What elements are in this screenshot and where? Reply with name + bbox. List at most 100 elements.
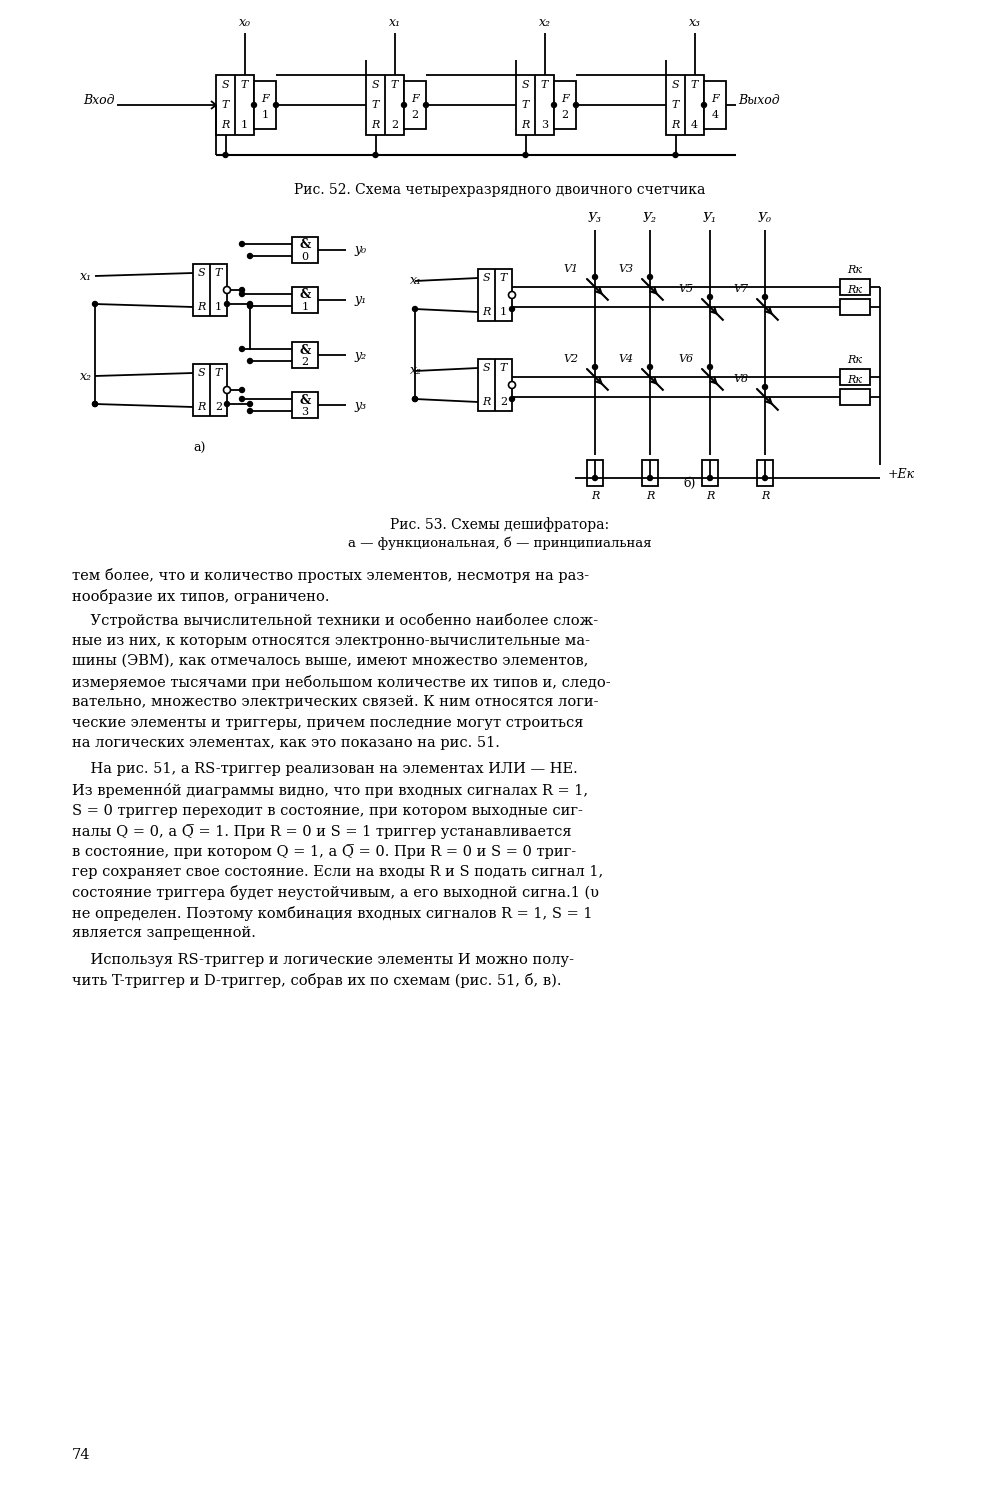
Text: 2: 2 [215, 402, 222, 412]
Circle shape [240, 288, 244, 292]
Text: R: R [482, 398, 491, 406]
Text: Из временно́й диаграммы видно, что при входных сигналах R = 1,: Из временно́й диаграммы видно, что при в… [72, 783, 588, 798]
Circle shape [248, 358, 252, 363]
Text: на логических элементах, как это показано на рис. 51.: на логических элементах, как это показан… [72, 736, 500, 750]
Circle shape [248, 302, 252, 306]
Text: F: F [411, 94, 419, 104]
Text: R: R [706, 490, 714, 501]
Text: y₃: y₃ [354, 399, 366, 411]
Text: в состояние, при котором Q = 1, а Q̅ = 0. При R = 0 и S = 0 триг-: в состояние, при котором Q = 1, а Q̅ = 0… [72, 844, 576, 859]
Text: Используя RS-триггер и логические элементы И можно полу-: Используя RS-триггер и логические элемен… [72, 952, 574, 968]
Circle shape [413, 396, 418, 402]
Text: T: T [391, 80, 398, 90]
Text: F: F [711, 94, 719, 104]
Circle shape [240, 387, 244, 393]
Circle shape [592, 476, 598, 480]
Text: S: S [198, 268, 205, 278]
Text: R: R [482, 308, 491, 316]
Text: &: & [299, 344, 311, 357]
Text: S: S [483, 363, 490, 374]
Text: измеряемое тысячами при небольшом количестве их типов и, следо-: измеряемое тысячами при небольшом количе… [72, 675, 611, 690]
Text: V1: V1 [564, 264, 579, 274]
Circle shape [240, 242, 244, 246]
Text: нообразие их типов, ограничено.: нообразие их типов, ограничено. [72, 588, 330, 603]
Text: является запрещенной.: является запрещенной. [72, 927, 256, 940]
Circle shape [240, 396, 244, 402]
Circle shape [509, 291, 516, 298]
Text: &: & [299, 238, 311, 252]
Text: R: R [646, 490, 654, 501]
Text: У₂: У₂ [643, 211, 657, 225]
Text: Вход: Вход [84, 94, 115, 108]
Bar [292, 286, 318, 314]
Circle shape [92, 402, 98, 406]
Circle shape [373, 153, 378, 158]
Bar [404, 81, 426, 129]
Circle shape [92, 402, 98, 406]
Text: V6: V6 [679, 354, 694, 364]
Text: T: T [215, 368, 222, 378]
Text: x₁: x₁ [388, 16, 400, 30]
Text: V2: V2 [564, 354, 579, 364]
Text: y₀: y₀ [354, 243, 366, 256]
Text: x₂: x₂ [80, 369, 92, 382]
Text: Rк: Rк [848, 285, 862, 296]
Bar [840, 279, 870, 296]
Text: +Eк: +Eк [888, 468, 915, 480]
Circle shape [510, 306, 514, 312]
Circle shape [424, 102, 428, 108]
Text: F: F [261, 94, 269, 104]
Text: не определен. Поэтому комбинация входных сигналов R = 1, S = 1: не определен. Поэтому комбинация входных… [72, 906, 592, 921]
Text: Выход: Выход [738, 94, 780, 108]
Text: Rк: Rк [848, 266, 862, 274]
Text: V4: V4 [619, 354, 634, 364]
Circle shape [509, 381, 516, 388]
Circle shape [648, 364, 652, 369]
Text: S: S [483, 273, 490, 284]
Text: 2: 2 [391, 120, 398, 130]
Bar [840, 369, 870, 386]
Circle shape [402, 102, 406, 108]
Text: T: T [241, 80, 248, 90]
Text: 4: 4 [691, 120, 698, 130]
Circle shape [248, 254, 252, 258]
Text: S: S [222, 80, 229, 90]
Circle shape [252, 102, 256, 108]
Circle shape [708, 476, 712, 480]
Bar [757, 460, 773, 486]
Circle shape [413, 396, 418, 402]
Bar [840, 388, 870, 405]
Text: x₂: x₂ [538, 16, 550, 30]
Circle shape [224, 402, 230, 406]
Text: ческие элементы и триггеры, причем последние могут строиться: ческие элементы и триггеры, причем после… [72, 716, 583, 729]
Circle shape [702, 102, 706, 108]
Text: T: T [522, 100, 529, 109]
Text: V8: V8 [734, 374, 749, 384]
Circle shape [240, 291, 244, 297]
Text: R: R [591, 490, 599, 501]
Text: T: T [215, 268, 222, 278]
Bar [292, 392, 318, 418]
Bar [254, 81, 276, 129]
Text: У₃: У₃ [588, 211, 602, 225]
Text: x₂: x₂ [410, 364, 422, 378]
Text: T: T [500, 363, 507, 374]
Circle shape [763, 384, 768, 390]
Circle shape [592, 364, 598, 369]
Text: На рис. 51, а RS-триггер реализован на элементах ИЛИ — НЕ.: На рис. 51, а RS-триггер реализован на э… [72, 762, 578, 777]
Text: T: T [222, 100, 229, 109]
Text: F: F [561, 94, 569, 104]
Text: S: S [372, 80, 379, 90]
Circle shape [673, 153, 678, 158]
Text: налы Q = 0, а Q̅ = 1. При R = 0 и S = 1 триггер устанавливается: налы Q = 0, а Q̅ = 1. При R = 0 и S = 1 … [72, 824, 572, 839]
Text: тем более, что и количество простых элементов, несмотря на раз-: тем более, что и количество простых элем… [72, 568, 589, 584]
Circle shape [224, 387, 230, 393]
Text: R: R [197, 402, 206, 412]
Text: ные из них, к которым относятся электронно-вычислительные ма-: ные из них, к которым относятся электрон… [72, 633, 590, 648]
Circle shape [223, 153, 228, 158]
Text: У₀: У₀ [758, 211, 772, 225]
Bar [292, 342, 318, 368]
Circle shape [248, 402, 252, 406]
Bar [554, 81, 576, 129]
Text: Устройства вычислительной техники и особенно наиболее слож-: Устройства вычислительной техники и особ… [72, 614, 598, 628]
